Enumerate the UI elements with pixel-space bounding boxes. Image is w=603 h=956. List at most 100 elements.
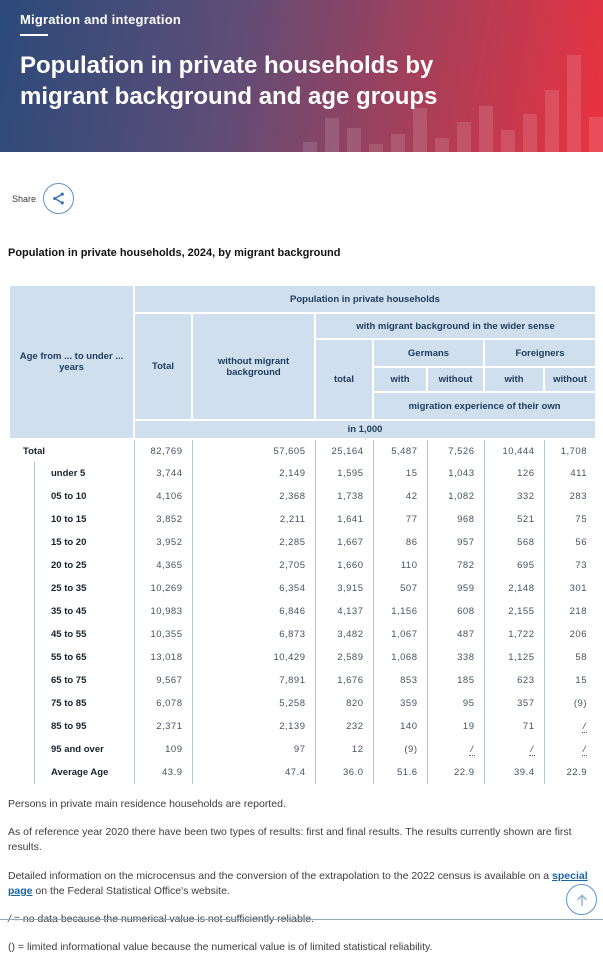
table-cell: 2,368 xyxy=(192,485,316,508)
table-cell: 43.9 xyxy=(134,761,193,784)
table-row: under 5 3,744 2,149 1,595 15 1,043 126 411 xyxy=(9,462,596,485)
page-title: Population in private households by migr… xyxy=(20,52,438,110)
header-foreigners: Foreigners xyxy=(483,338,597,368)
decorative-bar xyxy=(567,55,581,152)
table-cell: 5,258 xyxy=(192,692,316,715)
scroll-top-button[interactable] xyxy=(566,884,597,915)
table-cell: 56 xyxy=(544,531,596,554)
legend-parentheses-text: = limited informational value because th… xyxy=(15,941,433,954)
table-caption: Population in private households, 2024, … xyxy=(8,247,341,259)
header-without-migrant-background: without migrant background xyxy=(191,312,316,421)
table-row: 10 to 15 3,852 2,211 1,641 77 968 521 75 xyxy=(9,508,596,531)
table-body: Total 82,769 57,605 25,164 5,487 7,526 10,444 1… xyxy=(9,439,596,784)
row-label: 65 to 75 xyxy=(9,669,135,692)
decorative-bar xyxy=(303,142,317,152)
header-with-migrant-background: with migrant background in the wider sen… xyxy=(314,312,597,340)
page-banner: Migration and integration Population in … xyxy=(0,0,603,152)
table-cell: 15 xyxy=(373,462,428,485)
table-cell: 301 xyxy=(544,577,596,600)
footnotes: Persons in private main residence househ… xyxy=(8,797,595,956)
table-cell: 1,068 xyxy=(373,646,428,669)
table-cell: 7,891 xyxy=(192,669,316,692)
header-migration-experience: migration experience of their own xyxy=(372,391,597,421)
table-cell: 521 xyxy=(484,508,545,531)
legend-parentheses: () = limited informational value because… xyxy=(8,940,595,955)
table-cell: 2,149 xyxy=(192,462,316,485)
table-cell: 357 xyxy=(484,692,545,715)
footnote-1: Persons in private main residence househ… xyxy=(8,798,286,810)
table-cell: 695 xyxy=(484,554,545,577)
table-cell: 71 xyxy=(484,715,545,738)
table-cell: 10,983 xyxy=(134,600,193,623)
share-label: Share xyxy=(12,193,37,204)
decorative-bar xyxy=(347,128,361,152)
row-label: 25 to 35 xyxy=(9,577,135,600)
decorative-bar xyxy=(413,108,427,152)
header-total: Total xyxy=(133,312,193,421)
table-cell: 1,738 xyxy=(315,485,374,508)
table-cell: 3,482 xyxy=(315,623,374,646)
table-cell: 2,285 xyxy=(192,531,316,554)
table-cell: 3,952 xyxy=(134,531,193,554)
table-cell: 15 xyxy=(544,669,596,692)
decorative-bar xyxy=(589,117,603,152)
decorative-bar xyxy=(435,138,449,152)
table-cell: 109 xyxy=(134,738,193,761)
header-germans: Germans xyxy=(372,338,485,368)
table-cell: 57,605 xyxy=(192,439,316,462)
table-row: 25 to 35 10,269 6,354 3,915 507 959 2,148 301 xyxy=(9,577,596,600)
table-row: 75 to 85 6,078 5,258 820 359 95 357 (9) xyxy=(9,692,596,715)
footnote-3: Detailed information on the microcensus … xyxy=(8,869,595,899)
decorative-bar xyxy=(523,114,537,152)
table-cell: 126 xyxy=(484,462,545,485)
table-cell: 608 xyxy=(427,600,485,623)
table-cell: 73 xyxy=(544,554,596,577)
table-cell: / xyxy=(544,715,596,738)
decorative-bar xyxy=(457,122,471,152)
table-row: 65 to 75 9,567 7,891 1,676 853 185 623 15 xyxy=(9,669,596,692)
table-cell: 1,641 xyxy=(315,508,374,531)
header-unit: in 1,000 xyxy=(133,419,597,440)
no-data-marker: / xyxy=(529,744,535,756)
table-cell: 2,589 xyxy=(315,646,374,669)
special-page-link[interactable]: special page xyxy=(8,869,588,897)
statistics-table: Age from ... to under ... years Populati… xyxy=(8,284,597,784)
legend-parentheses-symbol: () xyxy=(8,941,15,954)
row-label: 95 and over xyxy=(9,738,135,761)
table-header: Age from ... to under ... years Populati… xyxy=(8,284,597,440)
table-row: 95 and over 109 97 12 (9) / / / xyxy=(9,738,596,761)
table-cell: 338 xyxy=(427,646,485,669)
table-cell: 206 xyxy=(544,623,596,646)
table-cell: 39.4 xyxy=(484,761,545,784)
table-cell: 6,873 xyxy=(192,623,316,646)
row-label: Total xyxy=(9,439,135,462)
table-cell: 1,156 xyxy=(373,600,428,623)
table-cell: 2,705 xyxy=(192,554,316,577)
share-button[interactable] xyxy=(43,183,75,214)
footer-divider xyxy=(0,919,603,920)
table-cell: (9) xyxy=(544,692,596,715)
table-row: 55 to 65 13,018 10,429 2,589 1,068 338 1,125 58 xyxy=(9,646,596,669)
table-cell: 968 xyxy=(427,508,485,531)
table-cell: 185 xyxy=(427,669,485,692)
table-cell: 42 xyxy=(373,485,428,508)
table-cell: 51.6 xyxy=(373,761,428,784)
row-label: Average Age xyxy=(9,761,135,784)
table-cell: / xyxy=(427,738,485,761)
table-cell: 411 xyxy=(544,462,596,485)
table-cell: 3,744 xyxy=(134,462,193,485)
table-cell: 5,487 xyxy=(373,439,428,462)
table-cell: 1,660 xyxy=(315,554,374,577)
table-cell: 957 xyxy=(427,531,485,554)
table-cell: 47.4 xyxy=(192,761,316,784)
row-label: 05 to 10 xyxy=(9,485,135,508)
table-cell: 19 xyxy=(427,715,485,738)
table-cell: 2,211 xyxy=(192,508,316,531)
table-cell: 2,148 xyxy=(484,577,545,600)
table-cell: 487 xyxy=(427,623,485,646)
table-cell: 332 xyxy=(484,485,545,508)
table-cell: / xyxy=(484,738,545,761)
header-foreigners-with: with xyxy=(483,366,545,393)
table-cell: 82,769 xyxy=(134,439,193,462)
table-cell: / xyxy=(544,738,596,761)
